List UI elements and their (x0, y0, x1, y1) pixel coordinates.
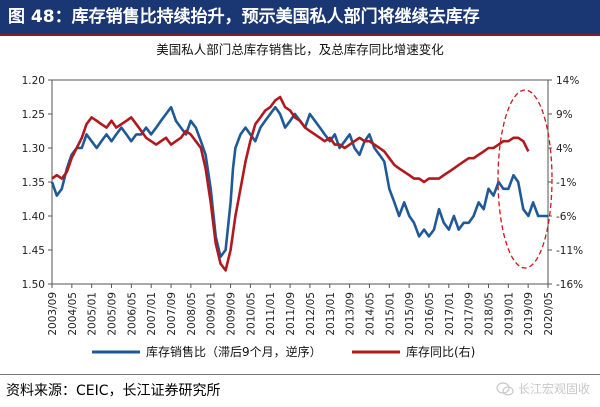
y-right-tick-label: -16% (556, 279, 583, 291)
annotation-layer (497, 89, 553, 269)
y-left-tick-label: 1.30 (22, 143, 45, 155)
legend-label-inventory-sales-ratio: 库存销售比（滞后9个月，逆序） (146, 344, 322, 359)
x-tick-label: 2017/09 (464, 292, 476, 336)
y-right-tick-label: -1% (556, 177, 576, 189)
plot-frame (51, 79, 549, 285)
inventory-yoy-line (51, 95, 530, 272)
x-tick-label: 2005/09 (107, 292, 119, 336)
x-tick-label: 2007/09 (166, 292, 178, 336)
x-tick-label: 2018/05 (483, 292, 495, 336)
source-rule (0, 374, 600, 375)
highlight-ellipse (497, 89, 553, 269)
x-tick-label: 2006/05 (126, 292, 138, 336)
x-tick-label: 2011/01 (265, 292, 277, 336)
y-right-tick-label: 4% (556, 143, 573, 155)
inventory-sales-ratio-line (50, 105, 548, 259)
x-tick-label: 2011/09 (285, 292, 297, 336)
series-layer (50, 95, 548, 272)
watermark-label: 长江宏观固收 (517, 382, 590, 396)
y-right-tick-label: 14% (556, 75, 579, 87)
figure-label: 图 48：库存销售比持续抬升，预示美国私人部门将继续去库存 (8, 7, 480, 27)
x-tick-label: 2004/05 (67, 292, 79, 336)
x-tick-label: 2009/01 (206, 292, 218, 336)
x-tick-label: 2009/09 (226, 292, 238, 336)
y-left-tick-label: 1.50 (22, 279, 45, 291)
y-left-tick-label: 1.45 (22, 245, 45, 257)
y-left-tick-label: 1.20 (22, 75, 45, 87)
x-tick-label: 2014/05 (364, 292, 376, 336)
x-tick-label: 2020/05 (543, 292, 555, 336)
x-tick-label: 2013/01 (325, 292, 337, 336)
legend: 库存销售比（滞后9个月，逆序） 库存同比(右) (92, 344, 475, 359)
x-tick-label: 2019/01 (503, 292, 515, 336)
y-right-tick-label: 9% (556, 109, 573, 121)
x-tick-label: 2019/09 (523, 292, 535, 336)
watermark: 长江宏观固收 (496, 380, 590, 397)
y-left-tick-label: 1.40 (22, 211, 45, 223)
x-tick-label: 2003/09 (47, 292, 59, 336)
chart-svg: 美国私人部门总库存销售比，及总库存同比增速变化 1.20 1.25 1.30 1.35… (22, 42, 584, 359)
y-left-tick-label: 1.35 (22, 177, 45, 189)
heading-rule (0, 34, 600, 36)
x-tick-label: 2017/01 (444, 292, 456, 336)
chart-container: 美国私人部门总库存销售比，及总库存同比增速变化 1.20 1.25 1.30 1.35… (0, 36, 600, 376)
y-right-tick-label: -11% (556, 245, 583, 257)
chart-title: 美国私人部门总库存销售比，及总库存同比增速变化 (156, 42, 444, 57)
x-tick-label: 2013/09 (345, 292, 357, 336)
x-tick-label: 2010/05 (245, 292, 257, 336)
wechat-icon (496, 381, 514, 396)
axes-layer: 1.20 1.25 1.30 1.35 1.40 1.45 1.50 14% 9% 4% -1% -6… (22, 75, 584, 336)
x-tick-label: 2005/01 (87, 292, 99, 336)
x-tick-label: 2015/09 (404, 292, 416, 336)
x-tick-label: 2015/01 (384, 292, 396, 336)
x-tick-label: 2007/01 (146, 292, 158, 336)
x-tick-label: 2016/05 (424, 292, 436, 336)
x-tick-label: 2008/05 (186, 292, 198, 336)
legend-label-inventory-yoy: 库存同比(右) (406, 344, 475, 359)
figure-heading: 图 48：库存销售比持续抬升，预示美国私人部门将继续去库存 (0, 0, 600, 34)
x-tick-label: 2012/05 (305, 292, 317, 336)
source-note: 资料来源：CEIC，长江证券研究所 (6, 383, 221, 399)
y-right-tick-label: -6% (556, 211, 576, 223)
y-left-tick-label: 1.25 (22, 109, 45, 121)
